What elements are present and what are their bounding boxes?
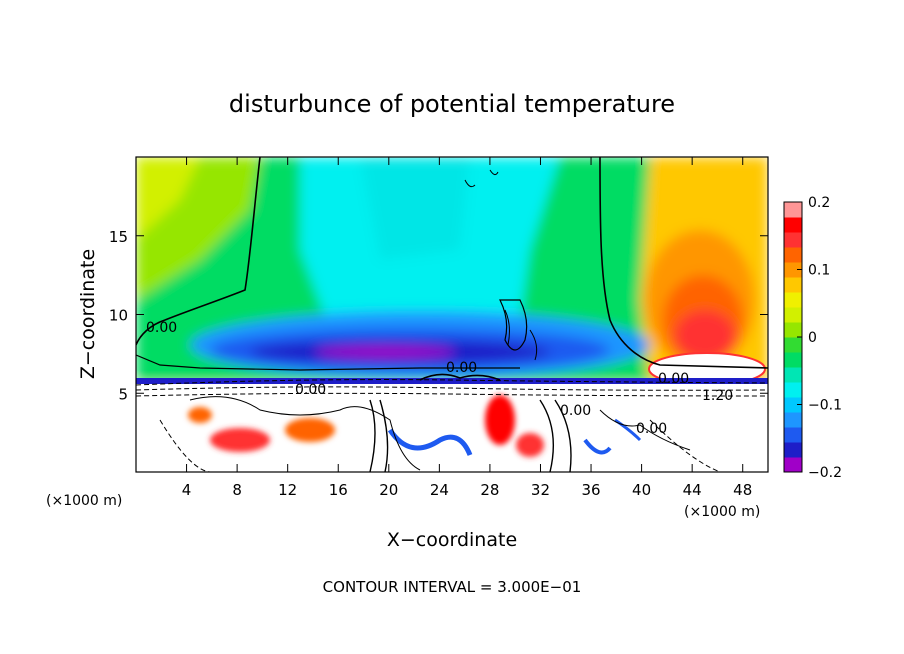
colorbar-tick-label: 0 <box>808 330 817 346</box>
colorbar-swatch <box>784 247 802 263</box>
colorbar-swatch <box>784 367 802 383</box>
colorbar-tick-label: 0.1 <box>808 263 830 279</box>
x-tick-label: 36 <box>581 481 600 499</box>
y-tick-label: 10 <box>109 307 128 325</box>
contour-lines <box>136 157 768 472</box>
chart-title: disturbunce of potential temperature <box>229 90 675 118</box>
colorbar-tick-label: −0.2 <box>808 465 842 481</box>
y-tick-label: 15 <box>109 228 128 246</box>
colorbar-swatch <box>784 277 802 293</box>
contour-label: 0.00 <box>446 360 477 376</box>
x-tick-label: 16 <box>329 481 348 499</box>
heatmap-field <box>136 157 768 472</box>
colorbar-swatch <box>784 262 802 278</box>
contour-label: 1.20 <box>702 388 733 404</box>
contour-label: 0.00 <box>636 421 667 437</box>
colorbar-swatch <box>784 307 802 323</box>
contour-label: 0.00 <box>146 320 177 336</box>
colorbar-swatch <box>784 382 802 398</box>
colorbar-swatch <box>784 202 802 218</box>
contour-labels: 0.00 0.00 0.00 0.00 0.00 1.20 0.00 <box>146 320 733 437</box>
colorbar-swatch <box>784 397 802 413</box>
x-tick-label: 28 <box>480 481 499 499</box>
contour-label: 0.00 <box>560 403 591 419</box>
x-unit-left: (×1000 m) <box>46 493 122 509</box>
colorbar-swatch <box>784 412 802 428</box>
x-tick-label: 24 <box>430 481 449 499</box>
x-axis: 4 8 12 16 20 24 28 32 36 40 44 48 <box>182 157 752 499</box>
colorbar-swatch <box>784 427 802 443</box>
x-tick-label: 40 <box>632 481 651 499</box>
colorbar-tick-label: 0.2 <box>808 195 830 211</box>
colorbar-tick-label: −0.1 <box>808 398 842 414</box>
colorbar-swatch <box>784 292 802 308</box>
colorbar-swatch <box>784 352 802 368</box>
x-tick-label: 12 <box>278 481 297 499</box>
y-tick-label: 5 <box>118 385 128 403</box>
colorbar-swatch <box>784 322 802 338</box>
colorbar <box>783 201 803 473</box>
x-tick-label: 8 <box>232 481 242 499</box>
x-tick-label: 48 <box>733 481 752 499</box>
x-tick-label: 32 <box>531 481 550 499</box>
colorbar-swatch <box>784 337 802 353</box>
colorbar-swatch <box>784 442 802 458</box>
contour-label: 0.00 <box>295 382 326 398</box>
y-axis-label: Z−coordinate <box>77 249 99 379</box>
x-tick-label: 44 <box>683 481 702 499</box>
contour-interval-note: CONTOUR INTERVAL = 3.000E−01 <box>323 578 582 596</box>
colorbar-ticks: 0.2 0.1 0 −0.1 −0.2 <box>797 195 842 481</box>
contour-label: 0.00 <box>658 371 689 387</box>
x-axis-label: X−coordinate <box>387 529 517 551</box>
colorbar-swatch <box>784 232 802 248</box>
colorbar-swatch <box>784 217 802 233</box>
colorbar-swatch <box>784 457 802 473</box>
y-axis: 5 10 15 <box>109 228 768 403</box>
x-unit-right: (×1000 m) <box>684 504 760 520</box>
x-tick-label: 4 <box>182 481 192 499</box>
x-tick-label: 20 <box>379 481 398 499</box>
